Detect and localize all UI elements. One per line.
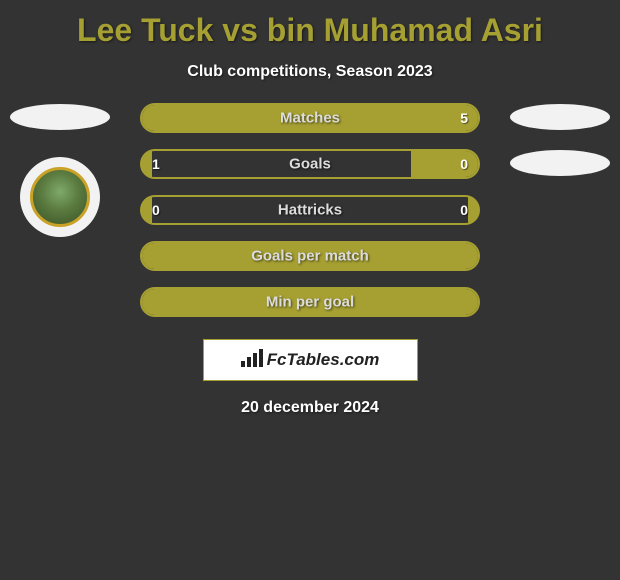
- stat-label: Min per goal: [266, 294, 354, 311]
- stat-row: Matches 5: [0, 101, 620, 147]
- stat-label: Goals per match: [251, 248, 369, 265]
- stat-row: Goals per match: [0, 239, 620, 285]
- stat-label: Goals: [289, 156, 331, 173]
- pill-fill-left: [142, 197, 152, 223]
- stat-pill: Goals 1 0: [140, 149, 480, 179]
- date-text: 20 december 2024: [0, 399, 620, 417]
- brand-logo: FcTables.com: [203, 339, 418, 381]
- stat-value-left: 1: [152, 156, 160, 172]
- stat-label: Hattricks: [278, 202, 342, 219]
- stat-value-left: 0: [152, 202, 160, 218]
- page-title: Lee Tuck vs bin Muhamad Asri: [0, 0, 620, 49]
- stat-label: Matches: [280, 110, 340, 127]
- stat-row: Hattricks 0 0: [0, 193, 620, 239]
- stat-pill: Min per goal: [140, 287, 480, 317]
- bars-icon: [241, 349, 263, 372]
- stat-value-right: 0: [460, 156, 468, 172]
- stat-pill: Goals per match: [140, 241, 480, 271]
- stat-row: Min per goal: [0, 285, 620, 331]
- stats-container: Matches 5 Goals 1 0 Hattricks 0 0 Goals per matc…: [0, 101, 620, 417]
- stat-pill: Matches 5: [140, 103, 480, 133]
- stat-value-right: 0: [460, 202, 468, 218]
- stat-value-right: 5: [460, 110, 468, 126]
- stat-row: Goals 1 0: [0, 147, 620, 193]
- subtitle: Club competitions, Season 2023: [0, 63, 620, 81]
- stat-pill: Hattricks 0 0: [140, 195, 480, 225]
- pill-fill-left: [142, 151, 152, 177]
- pill-fill-right: [468, 197, 478, 223]
- brand-text: FcTables.com: [267, 350, 380, 370]
